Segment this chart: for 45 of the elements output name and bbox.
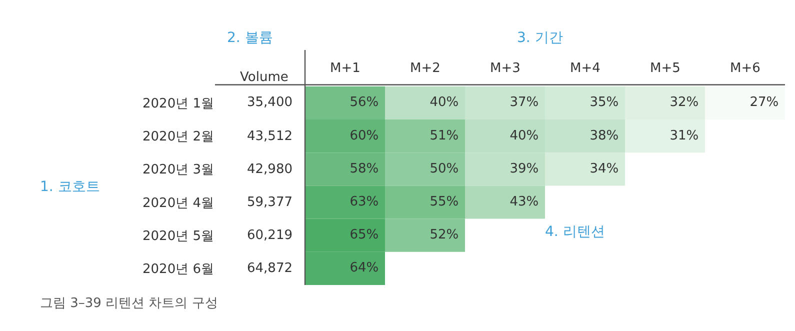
y2-tick-label: 35,400 [247, 95, 292, 110]
data-label: 51% [430, 128, 459, 144]
data-label: 31% [670, 128, 699, 144]
data-label: 56% [350, 95, 379, 110]
y2-tick-label: 60,219 [247, 228, 292, 243]
data-label: 40% [430, 95, 459, 110]
data-label: 37% [510, 95, 539, 110]
y-tick-label: 2020년 2월 [142, 130, 214, 145]
data-label: 64% [350, 260, 379, 276]
x-tick-label: M+5 [650, 61, 680, 76]
data-label: 40% [510, 128, 539, 144]
y-tick-label: 2020년 4월 [142, 196, 214, 211]
y-tick-label: 2020년 5월 [142, 228, 214, 244]
data-label: 39% [510, 161, 539, 176]
x-tick-label: M+6 [730, 61, 760, 76]
y-tick-label: 2020년 1월 [142, 96, 214, 112]
x-tick-label: M+2 [410, 61, 440, 76]
x-tick-label: M+3 [490, 61, 520, 76]
annotation: 4. 리텐션 [545, 224, 605, 240]
text: Volume [240, 70, 288, 85]
y-tick-label: 2020년 6월 [142, 262, 214, 277]
data-label: 63% [350, 194, 379, 210]
caption: 그림 3–39 리텐션 차트의 구성 [40, 296, 218, 311]
data-label: 52% [430, 228, 459, 243]
data-label: 35% [590, 95, 619, 110]
data-label: 58% [350, 161, 379, 176]
data-label: 34% [590, 161, 619, 176]
text: 2. 볼륨 [227, 30, 273, 46]
y2-tick-label: 59,377 [247, 195, 292, 210]
data-label: 38% [590, 128, 619, 144]
y-tick-label: 2020년 3월 [142, 162, 214, 178]
x-tick-label: M+1 [330, 61, 360, 76]
y2-tick-label: 43,512 [247, 129, 292, 144]
text: 1. 코호트 [40, 179, 100, 195]
data-label: 32% [670, 95, 699, 110]
data-label: 65% [350, 228, 379, 243]
data-label: 55% [430, 194, 459, 210]
y2-tick-label: 64,872 [247, 261, 292, 276]
text: 3. 기간 [517, 30, 563, 46]
y2-tick-label: 42,980 [247, 162, 292, 177]
data-label: 27% [750, 95, 779, 110]
data-label: 60% [350, 128, 379, 144]
data-label: 43% [510, 194, 539, 210]
data-label: 50% [430, 161, 459, 176]
x-tick-label: M+4 [570, 61, 600, 76]
